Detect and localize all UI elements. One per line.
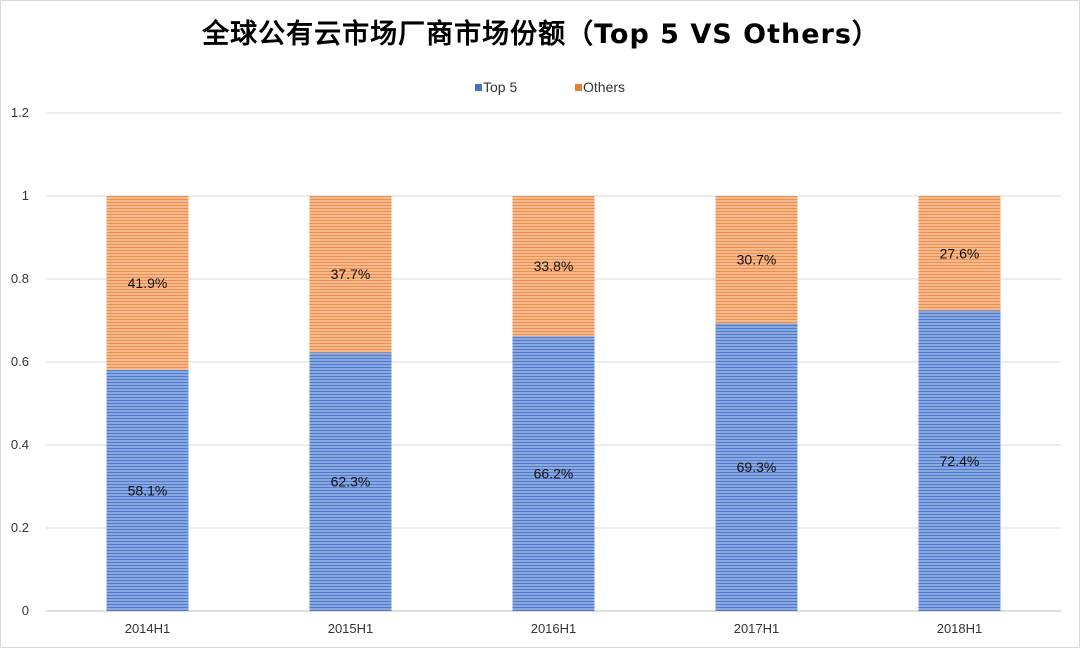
data-label-others: 30.7% <box>737 252 777 268</box>
legend-label: Top 5 <box>483 79 517 95</box>
y-tick-label: 1 <box>22 188 29 203</box>
bars <box>106 196 1001 611</box>
legend: Top 5 Others <box>475 79 625 95</box>
x-axis-ticks: 2014H1 2015H1 2016H1 2017H1 2018H1 <box>125 621 983 636</box>
data-label-top5: 58.1% <box>128 482 168 498</box>
y-tick-label: 0.6 <box>11 354 29 369</box>
y-axis-ticks: 0 0.2 0.4 0.6 0.8 1 1.2 <box>11 105 29 618</box>
bar-top5 <box>715 323 798 611</box>
x-tick-label: 2018H1 <box>937 621 983 636</box>
data-label-others: 33.8% <box>534 258 574 274</box>
bar-others <box>106 196 189 370</box>
legend-swatch <box>575 84 582 91</box>
x-tick-label: 2015H1 <box>328 621 374 636</box>
bar-top5 <box>106 369 189 611</box>
y-tick-label: 0.8 <box>11 271 29 286</box>
x-tick-label: 2017H1 <box>734 621 780 636</box>
data-label-top5: 66.2% <box>534 466 574 482</box>
legend-label: Others <box>583 79 625 95</box>
data-label-others: 41.9% <box>128 275 168 291</box>
data-label-top5: 69.3% <box>737 459 777 475</box>
x-tick-label: 2016H1 <box>531 621 577 636</box>
y-tick-label: 0.4 <box>11 437 29 452</box>
y-tick-label: 0 <box>22 603 29 618</box>
bar-others <box>715 196 798 324</box>
legend-swatch <box>475 84 482 91</box>
data-labels: 58.1% 41.9% 62.3% 37.7% 66.2% 33.8% 69.3% 30.7%… <box>128 245 980 498</box>
bar-top5 <box>309 352 392 611</box>
bar-others <box>918 196 1001 311</box>
data-label-top5: 72.4% <box>940 453 980 469</box>
bar-top5 <box>918 310 1001 611</box>
y-tick-label: 1.2 <box>11 105 29 120</box>
y-tick-label: 0.2 <box>11 520 29 535</box>
chart-title: 全球公有云市场厂商市场份额（Top 5 VS Others） <box>201 18 880 50</box>
x-tick-label: 2014H1 <box>125 621 171 636</box>
bar-others <box>512 196 595 337</box>
bar-others <box>309 196 392 353</box>
data-label-others: 27.6% <box>940 245 980 261</box>
data-label-top5: 62.3% <box>331 474 371 490</box>
bar-top5 <box>512 336 595 611</box>
data-label-others: 37.7% <box>331 266 371 282</box>
